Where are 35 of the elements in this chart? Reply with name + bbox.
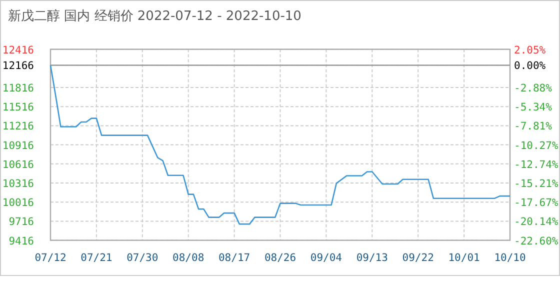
y-tick-label: 10316 (2, 178, 34, 190)
y2-tick-label: 2.05% (514, 44, 546, 56)
y-tick-label: 9416 (8, 235, 34, 248)
y2-tick-label: -5.34% (514, 102, 553, 114)
y2-tick-label: -15.21% (514, 178, 559, 190)
y2-tick-label: -12.74% (514, 158, 559, 171)
x-tick-label: 08/26 (264, 252, 296, 264)
y-tick-label: 10916 (2, 140, 34, 152)
y-tick-label: 11816 (2, 82, 34, 94)
x-tick-label: 09/13 (356, 252, 388, 264)
y-tick-label: 9716 (8, 216, 34, 228)
y2-tick-label: -10.27% (514, 140, 559, 152)
x-tick-label: 07/21 (80, 252, 112, 264)
y2-tick-label: -22.60% (514, 235, 559, 248)
y2-tick-label: 0.00% (514, 60, 546, 72)
y2-tick-label: -20.14% (514, 216, 559, 228)
x-tick-label: 10/10 (494, 252, 526, 264)
y-tick-label: 12416 (2, 44, 34, 56)
x-tick-label: 08/17 (218, 252, 250, 264)
y-tick-label: 10616 (2, 158, 34, 171)
y-tick-label: 11216 (2, 120, 34, 133)
x-tick-label: 07/30 (126, 252, 158, 264)
x-tick-label: 09/04 (310, 252, 342, 264)
y-tick-label: 11516 (2, 102, 34, 114)
x-tick-label: 09/22 (402, 252, 434, 264)
y2-tick-label: -7.81% (514, 120, 553, 133)
x-tick-label: 10/01 (448, 252, 480, 264)
x-tick-label: 07/12 (34, 252, 66, 264)
y-tick-label: 12166 (2, 60, 34, 72)
y-tick-label: 10016 (2, 197, 34, 210)
line-series (50, 64, 511, 225)
y2-tick-label: -2.88% (514, 82, 553, 94)
y2-tick-label: -17.67% (514, 197, 559, 210)
chart-title: 新戊二醇 国内 经销价 2022-07-12 - 2022-10-10 (8, 9, 302, 24)
x-tick-label: 08/08 (172, 252, 204, 264)
